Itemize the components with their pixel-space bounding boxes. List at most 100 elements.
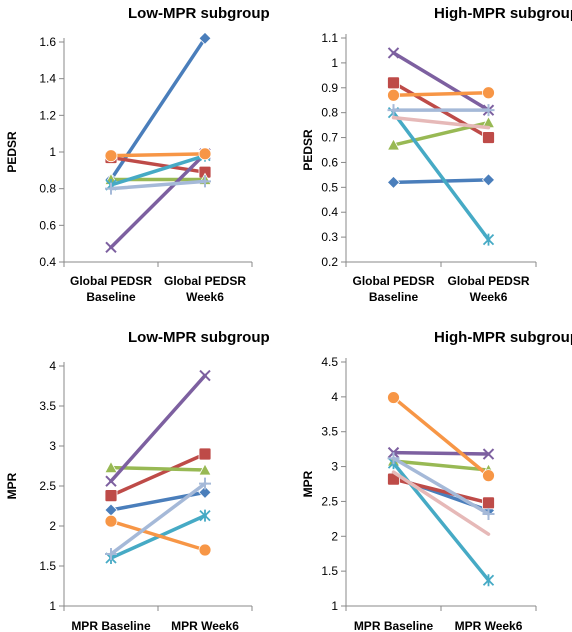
data-point bbox=[482, 448, 495, 460]
data-point bbox=[482, 469, 495, 483]
y-tick-label: 1.6 bbox=[39, 35, 56, 49]
series-4 bbox=[387, 446, 495, 460]
y-tick-label: 3 bbox=[49, 439, 56, 453]
y-tick-label: 1.2 bbox=[39, 108, 56, 122]
x-category-label: MPR Week6 bbox=[171, 619, 239, 632]
data-point bbox=[199, 369, 211, 382]
data-point bbox=[482, 104, 495, 117]
series-line bbox=[391, 51, 491, 112]
data-point bbox=[198, 31, 212, 45]
series-line bbox=[391, 470, 491, 536]
x-category-label: Global PEDSR Baseline bbox=[352, 274, 434, 304]
data-point bbox=[105, 475, 117, 487]
y-tick-label: 1.4 bbox=[39, 72, 56, 86]
data-point bbox=[482, 507, 495, 520]
y-tick-label: 2.5 bbox=[321, 494, 338, 508]
y-tick-label: 3 bbox=[331, 460, 338, 474]
series-line bbox=[109, 452, 207, 498]
data-point bbox=[104, 149, 118, 163]
series-2 bbox=[104, 447, 212, 503]
y-axis-label: MPR bbox=[5, 472, 19, 499]
x-category-label-line: MPR Week6 bbox=[455, 619, 523, 632]
x-category-label: MPR Baseline bbox=[354, 619, 434, 632]
y-tick-label: 1.5 bbox=[39, 559, 56, 573]
data-point bbox=[387, 104, 400, 117]
series-line bbox=[391, 450, 491, 456]
chart-title: Low-MPR subgroup bbox=[128, 5, 270, 22]
x-category-label: Global PEDSR Week6 bbox=[164, 274, 246, 304]
data-point bbox=[386, 138, 401, 151]
y-tick-label: 1 bbox=[331, 599, 338, 613]
series-line bbox=[109, 152, 207, 158]
data-point bbox=[104, 503, 118, 517]
chart-title: Low-MPR subgroup bbox=[128, 329, 270, 346]
y-tick-label: 2 bbox=[331, 529, 338, 543]
y-tick-label: 4 bbox=[49, 359, 56, 373]
data-point bbox=[387, 452, 400, 465]
x-category-label-line: Week6 bbox=[186, 290, 224, 304]
x-category-label-line: Baseline bbox=[86, 290, 136, 304]
series-8 bbox=[391, 470, 491, 536]
x-category-label-line: Baseline bbox=[369, 290, 419, 304]
y-tick-label: 0.6 bbox=[321, 155, 338, 169]
data-point bbox=[199, 175, 211, 188]
x-category-label-line: Week6 bbox=[470, 290, 508, 304]
data-point bbox=[482, 574, 495, 587]
data-point bbox=[198, 463, 212, 476]
data-point bbox=[105, 241, 117, 254]
data-point bbox=[482, 86, 495, 100]
data-point bbox=[198, 447, 212, 461]
series-line bbox=[391, 110, 491, 242]
y-tick-label: 3.5 bbox=[321, 425, 338, 439]
series-5 bbox=[387, 457, 495, 587]
x-category-label-line: MPR Baseline bbox=[354, 619, 434, 632]
y-tick-label: 1.1 bbox=[321, 31, 338, 45]
x-category-label: MPR Week6 bbox=[455, 619, 523, 632]
data-point bbox=[387, 76, 400, 90]
series-line bbox=[109, 519, 207, 552]
series-1 bbox=[386, 173, 496, 189]
data-point bbox=[105, 548, 117, 560]
x-category-label-line: Global PEDSR bbox=[352, 274, 434, 288]
y-tick-label: 2 bbox=[49, 519, 56, 533]
x-category-label-line: Global PEDSR bbox=[70, 274, 152, 288]
series-7 bbox=[387, 452, 495, 520]
series-line bbox=[109, 152, 207, 250]
series-line bbox=[391, 91, 491, 97]
data-point bbox=[198, 543, 212, 557]
series-6 bbox=[387, 86, 495, 102]
data-point bbox=[198, 147, 212, 161]
series-6 bbox=[387, 391, 495, 483]
data-point bbox=[482, 496, 495, 510]
series-7 bbox=[387, 104, 495, 117]
chart-title: High-MPR subgroup bbox=[434, 329, 572, 346]
series-line bbox=[109, 481, 207, 556]
series-line bbox=[109, 373, 207, 483]
y-axis-label: PEDSR bbox=[5, 131, 19, 173]
x-category-label-line: Global PEDSR bbox=[164, 274, 246, 288]
data-point bbox=[387, 88, 400, 102]
chart-panel-3: Low-MPR subgroup MPR 1 1.5 2 2.5 3 3.5 4 MPR Base… bbox=[5, 329, 270, 632]
data-point bbox=[387, 391, 400, 404]
x-category-label: Global PEDSR Baseline bbox=[70, 274, 152, 304]
data-point bbox=[387, 47, 400, 59]
series-6 bbox=[104, 147, 212, 163]
series-line bbox=[109, 465, 207, 472]
data-point bbox=[104, 514, 118, 528]
series-7 bbox=[105, 477, 211, 560]
y-tick-label: 0.6 bbox=[39, 218, 56, 232]
series-line bbox=[109, 179, 207, 191]
y-tick-label: 4.5 bbox=[321, 355, 338, 369]
series-line bbox=[391, 178, 491, 185]
data-point bbox=[198, 485, 212, 499]
y-axis-label: PEDSR bbox=[301, 129, 315, 171]
series-line bbox=[391, 115, 491, 130]
x-category-label-line: Global PEDSR bbox=[447, 274, 529, 288]
y-tick-label: 0.9 bbox=[321, 81, 338, 95]
data-point bbox=[481, 173, 496, 187]
series-4 bbox=[105, 369, 211, 487]
series-line bbox=[391, 456, 491, 516]
chart-title: High-MPR subgroup bbox=[434, 5, 572, 22]
series-3 bbox=[104, 460, 212, 476]
